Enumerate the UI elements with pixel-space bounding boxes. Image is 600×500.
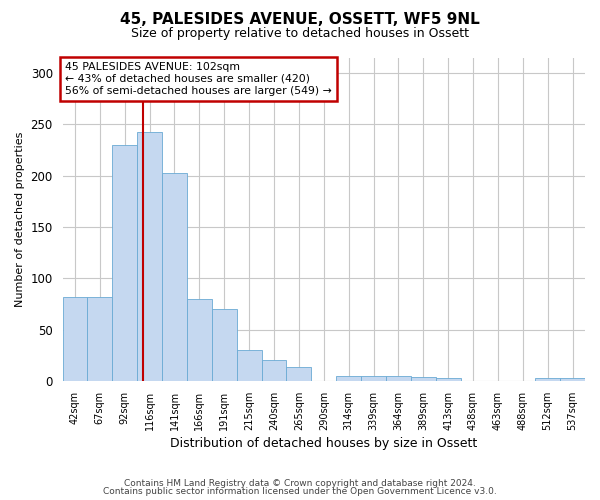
Bar — [112, 145, 137, 381]
Bar — [535, 378, 560, 381]
Bar — [560, 378, 585, 381]
Text: Size of property relative to detached houses in Ossett: Size of property relative to detached ho… — [131, 28, 469, 40]
X-axis label: Distribution of detached houses by size in Ossett: Distribution of detached houses by size … — [170, 437, 478, 450]
Bar — [286, 366, 311, 381]
Bar — [236, 350, 262, 381]
Text: Contains public sector information licensed under the Open Government Licence v3: Contains public sector information licen… — [103, 487, 497, 496]
Text: 45 PALESIDES AVENUE: 102sqm
← 43% of detached houses are smaller (420)
56% of se: 45 PALESIDES AVENUE: 102sqm ← 43% of det… — [65, 62, 332, 96]
Y-axis label: Number of detached properties: Number of detached properties — [15, 132, 25, 307]
Bar — [62, 297, 88, 381]
Bar — [137, 132, 162, 381]
Bar — [212, 309, 236, 381]
Bar — [386, 376, 411, 381]
Bar — [361, 376, 386, 381]
Bar — [262, 360, 286, 381]
Bar — [187, 299, 212, 381]
Bar — [411, 377, 436, 381]
Bar — [88, 297, 112, 381]
Text: Contains HM Land Registry data © Crown copyright and database right 2024.: Contains HM Land Registry data © Crown c… — [124, 478, 476, 488]
Bar — [436, 378, 461, 381]
Bar — [336, 376, 361, 381]
Text: 45, PALESIDES AVENUE, OSSETT, WF5 9NL: 45, PALESIDES AVENUE, OSSETT, WF5 9NL — [120, 12, 480, 28]
Bar — [162, 172, 187, 381]
